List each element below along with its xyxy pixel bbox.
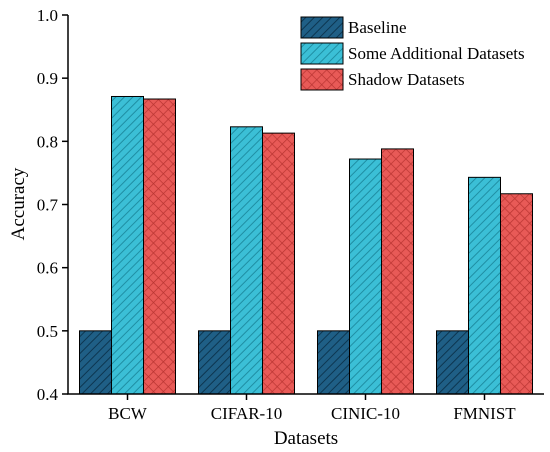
y-tick-label: 0.4 <box>37 385 59 404</box>
x-tick-label: CINIC-10 <box>331 404 400 423</box>
x-tick-label: FMNIST <box>453 404 516 423</box>
y-tick-label: 0.5 <box>37 322 58 341</box>
bar-cinic-10-series-0 <box>317 330 350 395</box>
legend-swatch <box>300 68 344 91</box>
legend: Baseline Some Additional Datasets Shadow D… <box>300 16 525 91</box>
bar-fmnist-series-0 <box>436 330 469 395</box>
x-axis-title: Datasets <box>274 428 338 449</box>
legend-swatch <box>300 42 344 65</box>
y-axis-title: Accuracy <box>8 167 29 240</box>
legend-label: Shadow Datasets <box>348 70 465 89</box>
legend-label: Baseline <box>348 18 407 37</box>
y-tick-label: 0.7 <box>37 196 59 215</box>
x-tick-label: BCW <box>108 404 148 423</box>
bar-cinic-10-series-1 <box>349 158 382 395</box>
bars <box>79 95 533 395</box>
bar-fmnist-series-2 <box>500 193 533 395</box>
bar-cifar-10-series-2 <box>262 132 295 395</box>
y-tick-label: 0.9 <box>37 69 58 88</box>
x-tick-label: CIFAR-10 <box>211 404 282 423</box>
bar-cifar-10-series-1 <box>230 126 263 395</box>
x-axis: BCW CIFAR-10 CINIC-10 FMNIST <box>108 394 516 423</box>
bar-fmnist-series-1 <box>468 176 501 395</box>
bar-bcw-series-1 <box>111 95 144 395</box>
bar-bcw-series-2 <box>143 98 176 395</box>
bar-cinic-10-series-2 <box>381 148 414 395</box>
legend-label: Some Additional Datasets <box>348 44 525 63</box>
y-tick-label: 0.8 <box>37 132 58 151</box>
y-axis: 0.4 0.5 0.6 0.7 0.8 0.9 1.0 <box>37 6 68 404</box>
bar-cifar-10-series-0 <box>198 330 231 395</box>
bar-bcw-series-0 <box>79 330 112 395</box>
legend-swatch <box>300 16 344 39</box>
y-tick-label: 0.6 <box>37 259 58 278</box>
y-tick-label: 1.0 <box>37 6 58 25</box>
